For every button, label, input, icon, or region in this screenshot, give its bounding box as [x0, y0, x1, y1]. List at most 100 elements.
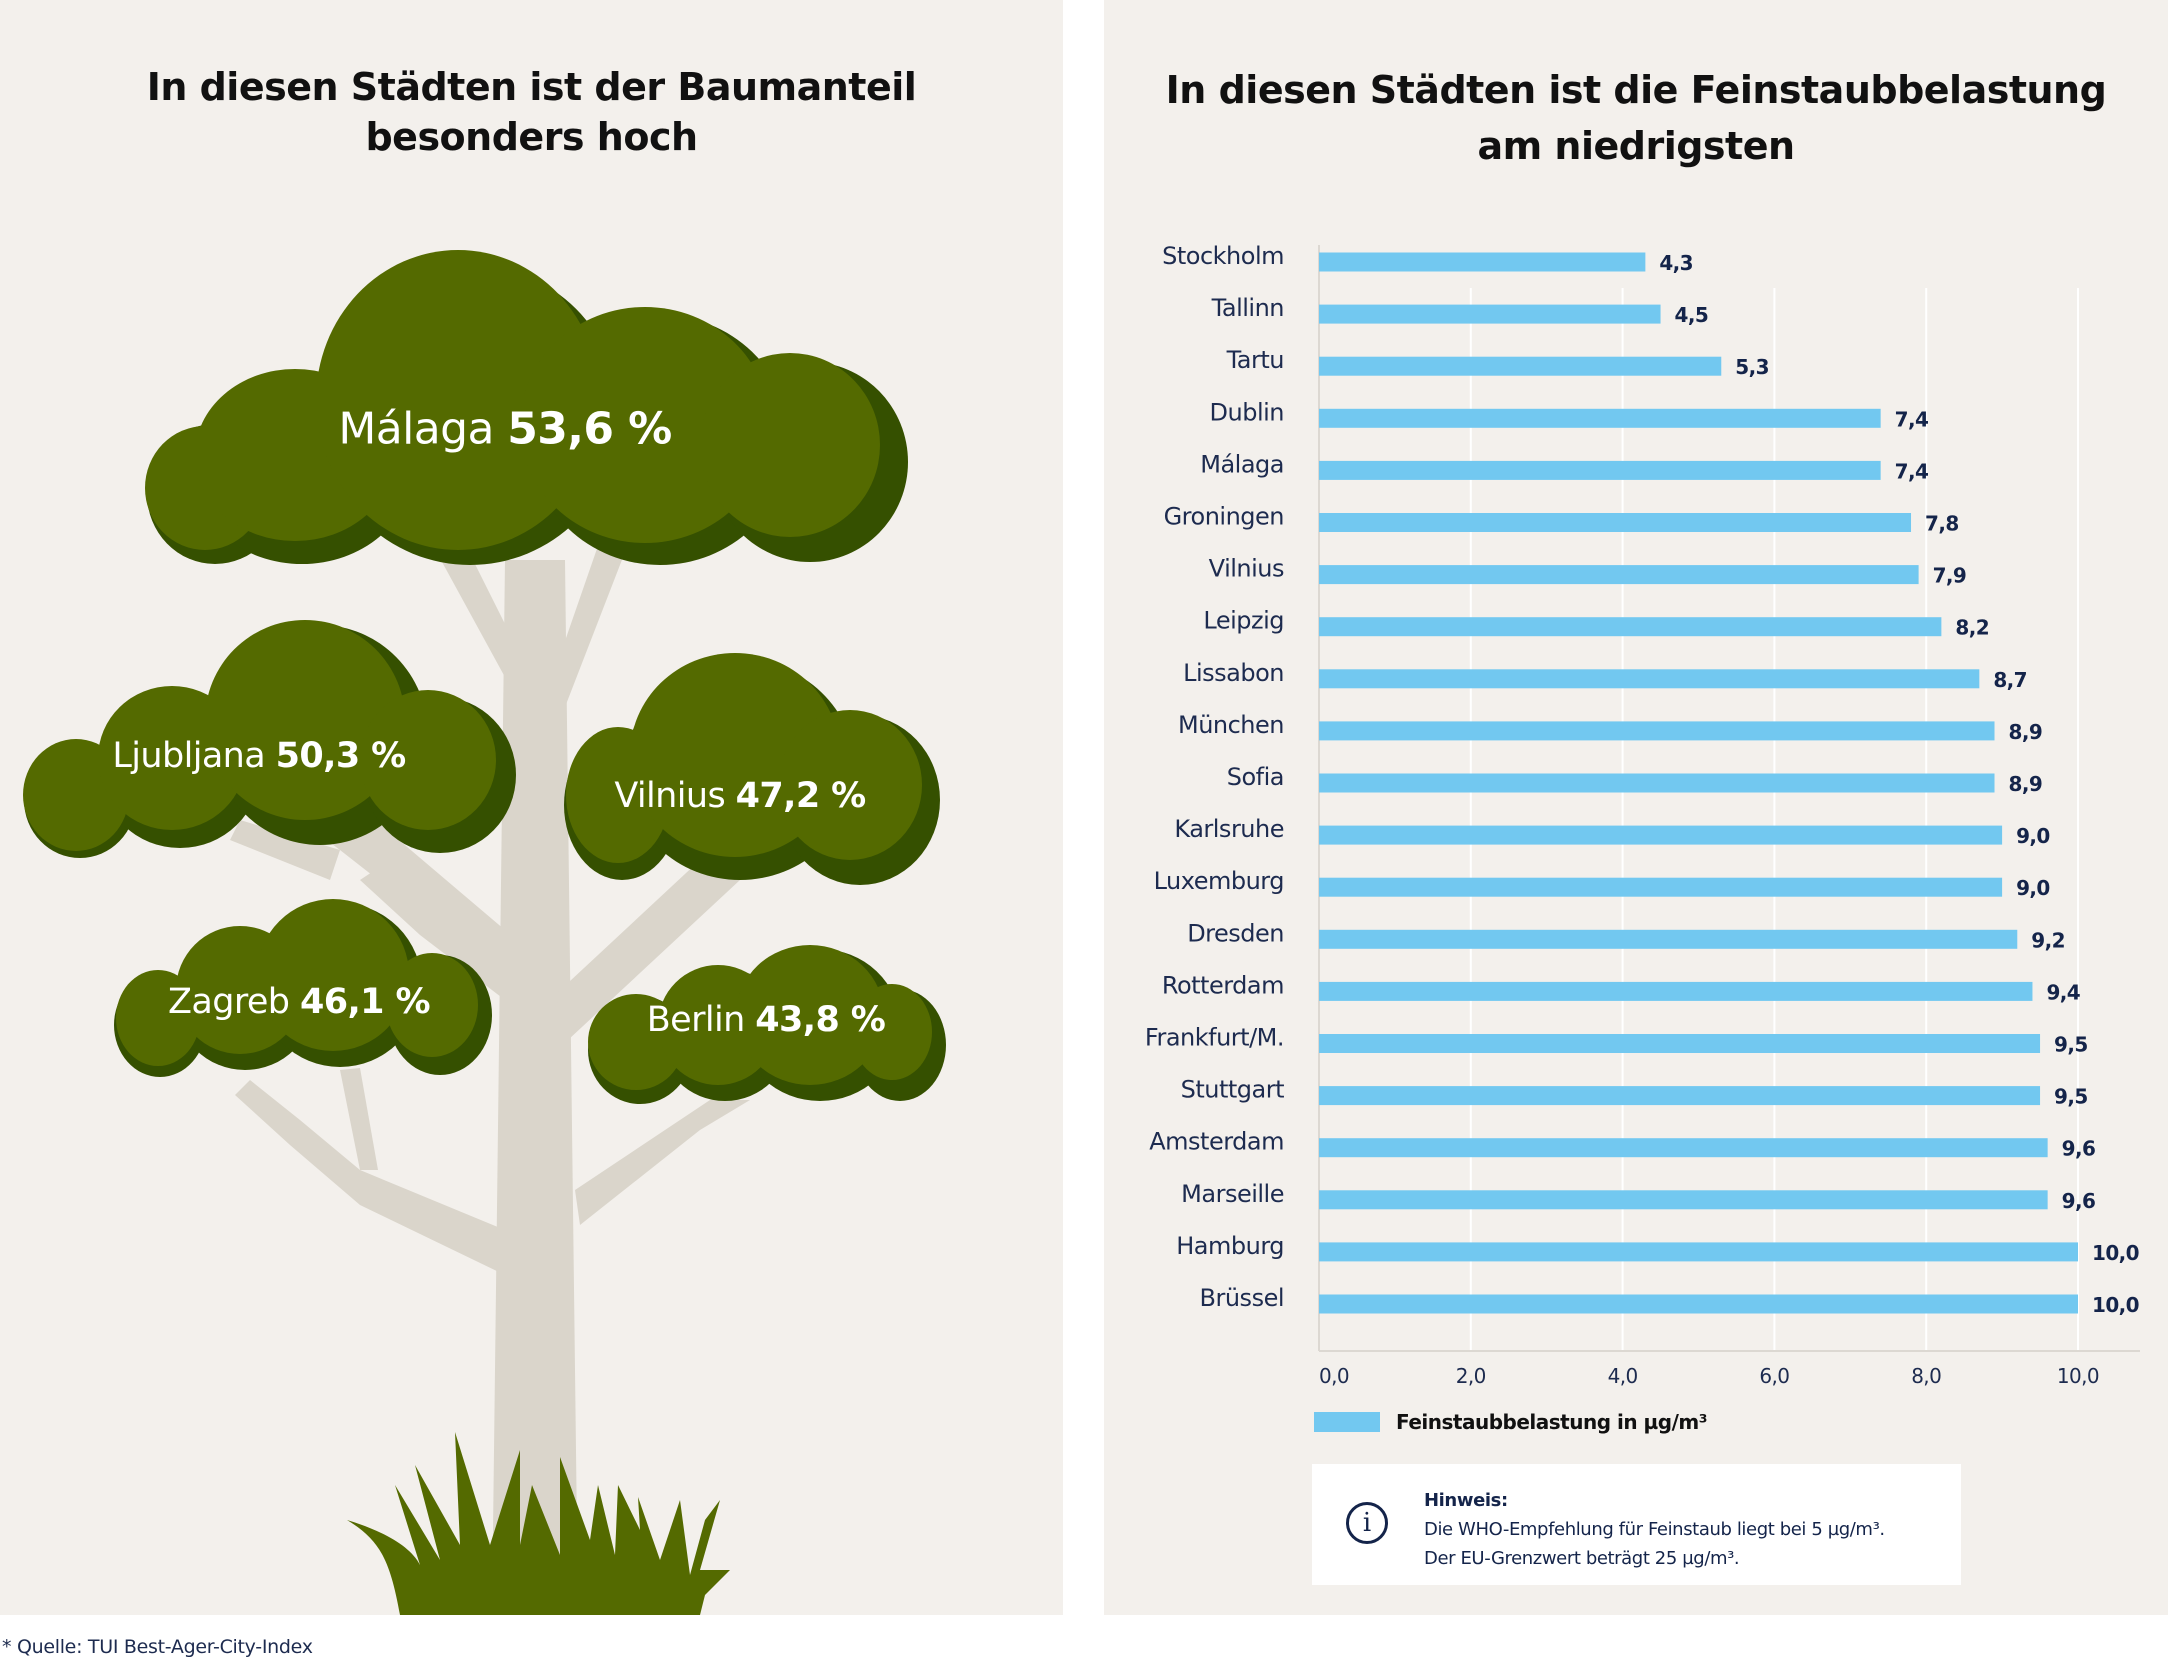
category-label: Lissabon: [1183, 659, 1284, 687]
crown-city: Zagreb: [168, 982, 290, 1022]
bar: [1319, 565, 1919, 585]
crown-city: Berlin: [646, 1000, 746, 1040]
value-label: 8,2: [1955, 616, 1989, 640]
bar: [1319, 513, 1912, 532]
chart-legend: Feinstaubbelastung in µg/m³: [1314, 1410, 1707, 1434]
bars: [1319, 252, 2078, 1314]
crown-label-zagreb: Zagreb 46,1 %: [168, 982, 431, 1022]
crown-zagreb: [114, 899, 492, 1077]
x-tick-label: 10,0: [2057, 1364, 2099, 1388]
value-label: 7,9: [1933, 564, 1967, 588]
title-line: besonders hoch: [365, 115, 698, 159]
value-label: 8,7: [1993, 668, 2027, 692]
crown-label-malaga: Málaga 53,6 %: [338, 403, 672, 455]
bar: [1319, 877, 2003, 897]
bar: [1319, 356, 1722, 376]
bar: [1319, 1138, 2048, 1158]
value-label: 9,5: [2054, 1085, 2088, 1109]
value-label: 9,4: [2046, 980, 2080, 1004]
info-line: Der EU-Grenzwert beträgt 25 µg/m³.: [1424, 1548, 1740, 1569]
left-panel-title: In diesen Städten ist der Baumanteil bes…: [0, 62, 1063, 162]
bar: [1319, 408, 1881, 428]
value-label: 7,4: [1895, 407, 1929, 431]
bar: [1319, 617, 1942, 637]
value-label: 5,3: [1735, 355, 1769, 379]
tree-panel: In diesen Städten ist der Baumanteil bes…: [0, 0, 1063, 1615]
title-line: In diesen Städten ist der Baumanteil: [146, 65, 917, 109]
bar-chart: Stockholm 4,3 Tallinn 4,5 Tartu 5,3 Dublin 7,4 M…: [1145, 242, 2140, 1388]
x-axis-ticks: 0,0 2,0 4,0 6,0 8,0 10,0: [1319, 1364, 2100, 1388]
grass: [347, 1432, 730, 1615]
legend-label: Feinstaubbelastung in µg/m³: [1396, 1410, 1707, 1434]
info-text: Hinweis: Die WHO-Empfehlung für Feinstau…: [1424, 1486, 1885, 1573]
crown-label-berlin: Berlin 43,8 %: [647, 1000, 886, 1040]
crown-value: 50,3 %: [275, 736, 407, 776]
crown-ljubljana: [23, 620, 516, 858]
bar: [1319, 773, 1995, 793]
crown-berlin: [588, 945, 946, 1104]
bar: [1319, 1034, 2041, 1053]
bar: [1319, 1086, 2041, 1106]
right-panel-title: In diesen Städten ist die Feinstaubbelas…: [1104, 62, 2168, 174]
category-label: Vilnius: [1209, 555, 1284, 583]
value-label: 7,4: [1895, 459, 1929, 483]
bar: [1319, 825, 2003, 845]
crown-vilnius: [564, 653, 940, 885]
value-label: 10,0: [2092, 1293, 2139, 1317]
category-label: Groningen: [1164, 503, 1284, 531]
category-label: Rotterdam: [1162, 971, 1284, 999]
category-label: Málaga: [1200, 450, 1284, 478]
pollution-panel: In diesen Städten ist die Feinstaubbelas…: [1104, 0, 2168, 1615]
x-tick-label: 0,0: [1319, 1364, 1349, 1388]
value-label: 9,2: [2031, 928, 2065, 952]
category-label: Marseille: [1181, 1180, 1284, 1208]
value-label: 10,0: [2092, 1241, 2139, 1265]
crown-value: 47,2 %: [735, 776, 867, 816]
category-label: Leipzig: [1203, 607, 1284, 635]
category-label: Stockholm: [1162, 242, 1284, 270]
crown-label-ljubljana: Ljubljana 50,3 %: [112, 736, 407, 776]
info-icon: i: [1346, 1502, 1388, 1544]
value-label: 4,3: [1659, 251, 1693, 275]
x-tick-label: 8,0: [1911, 1364, 1941, 1388]
category-label: Dublin: [1210, 398, 1284, 426]
category-label: Karlsruhe: [1174, 815, 1284, 843]
value-label: 8,9: [2009, 720, 2043, 744]
category-label: München: [1178, 711, 1284, 739]
bar: [1319, 981, 2033, 1001]
crown-value: 53,6 %: [507, 403, 672, 455]
value-label: 9,5: [2054, 1033, 2088, 1057]
category-label: Hamburg: [1176, 1232, 1284, 1260]
category-label: Stuttgart: [1181, 1076, 1284, 1104]
info-heading: Hinweis:: [1424, 1490, 1508, 1511]
category-label: Tartu: [1226, 346, 1284, 374]
value-label: 9,6: [2062, 1137, 2096, 1161]
value-label: 9,0: [2016, 876, 2050, 900]
info-note: i Hinweis: Die WHO-Empfehlung für Feinst…: [1312, 1464, 1961, 1585]
category-label: Amsterdam: [1149, 1128, 1284, 1156]
category-label: Luxemburg: [1154, 867, 1284, 895]
tree-trunk: [230, 530, 750, 1612]
bar: [1319, 929, 2018, 949]
crown-label-vilnius: Vilnius 47,2 %: [614, 776, 867, 816]
legend-swatch: [1314, 1412, 1380, 1432]
bar: [1319, 304, 1661, 324]
source-footnote: * Quelle: TUI Best-Ager-City-Index: [2, 1636, 313, 1658]
x-tick-label: 6,0: [1759, 1364, 1789, 1388]
category-label: Dresden: [1187, 919, 1284, 947]
value-label: 7,8: [1925, 512, 1959, 536]
category-label: Sofia: [1227, 763, 1284, 791]
value-label: 9,0: [2016, 824, 2050, 848]
info-line: Die WHO-Empfehlung für Feinstaub liegt b…: [1424, 1519, 1885, 1540]
crown-malaga: [145, 250, 908, 565]
labels: Stockholm 4,3 Tallinn 4,5 Tartu 5,3 Dublin 7,4 M…: [1145, 242, 2140, 1317]
crown-city: Málaga: [338, 403, 494, 455]
value-label: 8,9: [2009, 772, 2043, 796]
value-label: 4,5: [1675, 303, 1709, 327]
bar: [1319, 1242, 2078, 1262]
tree-illustration: [23, 250, 946, 1615]
bar: [1319, 669, 1980, 689]
bar: [1319, 252, 1646, 272]
crown-value: 46,1 %: [299, 982, 431, 1022]
crown-city: Vilnius: [614, 776, 726, 816]
